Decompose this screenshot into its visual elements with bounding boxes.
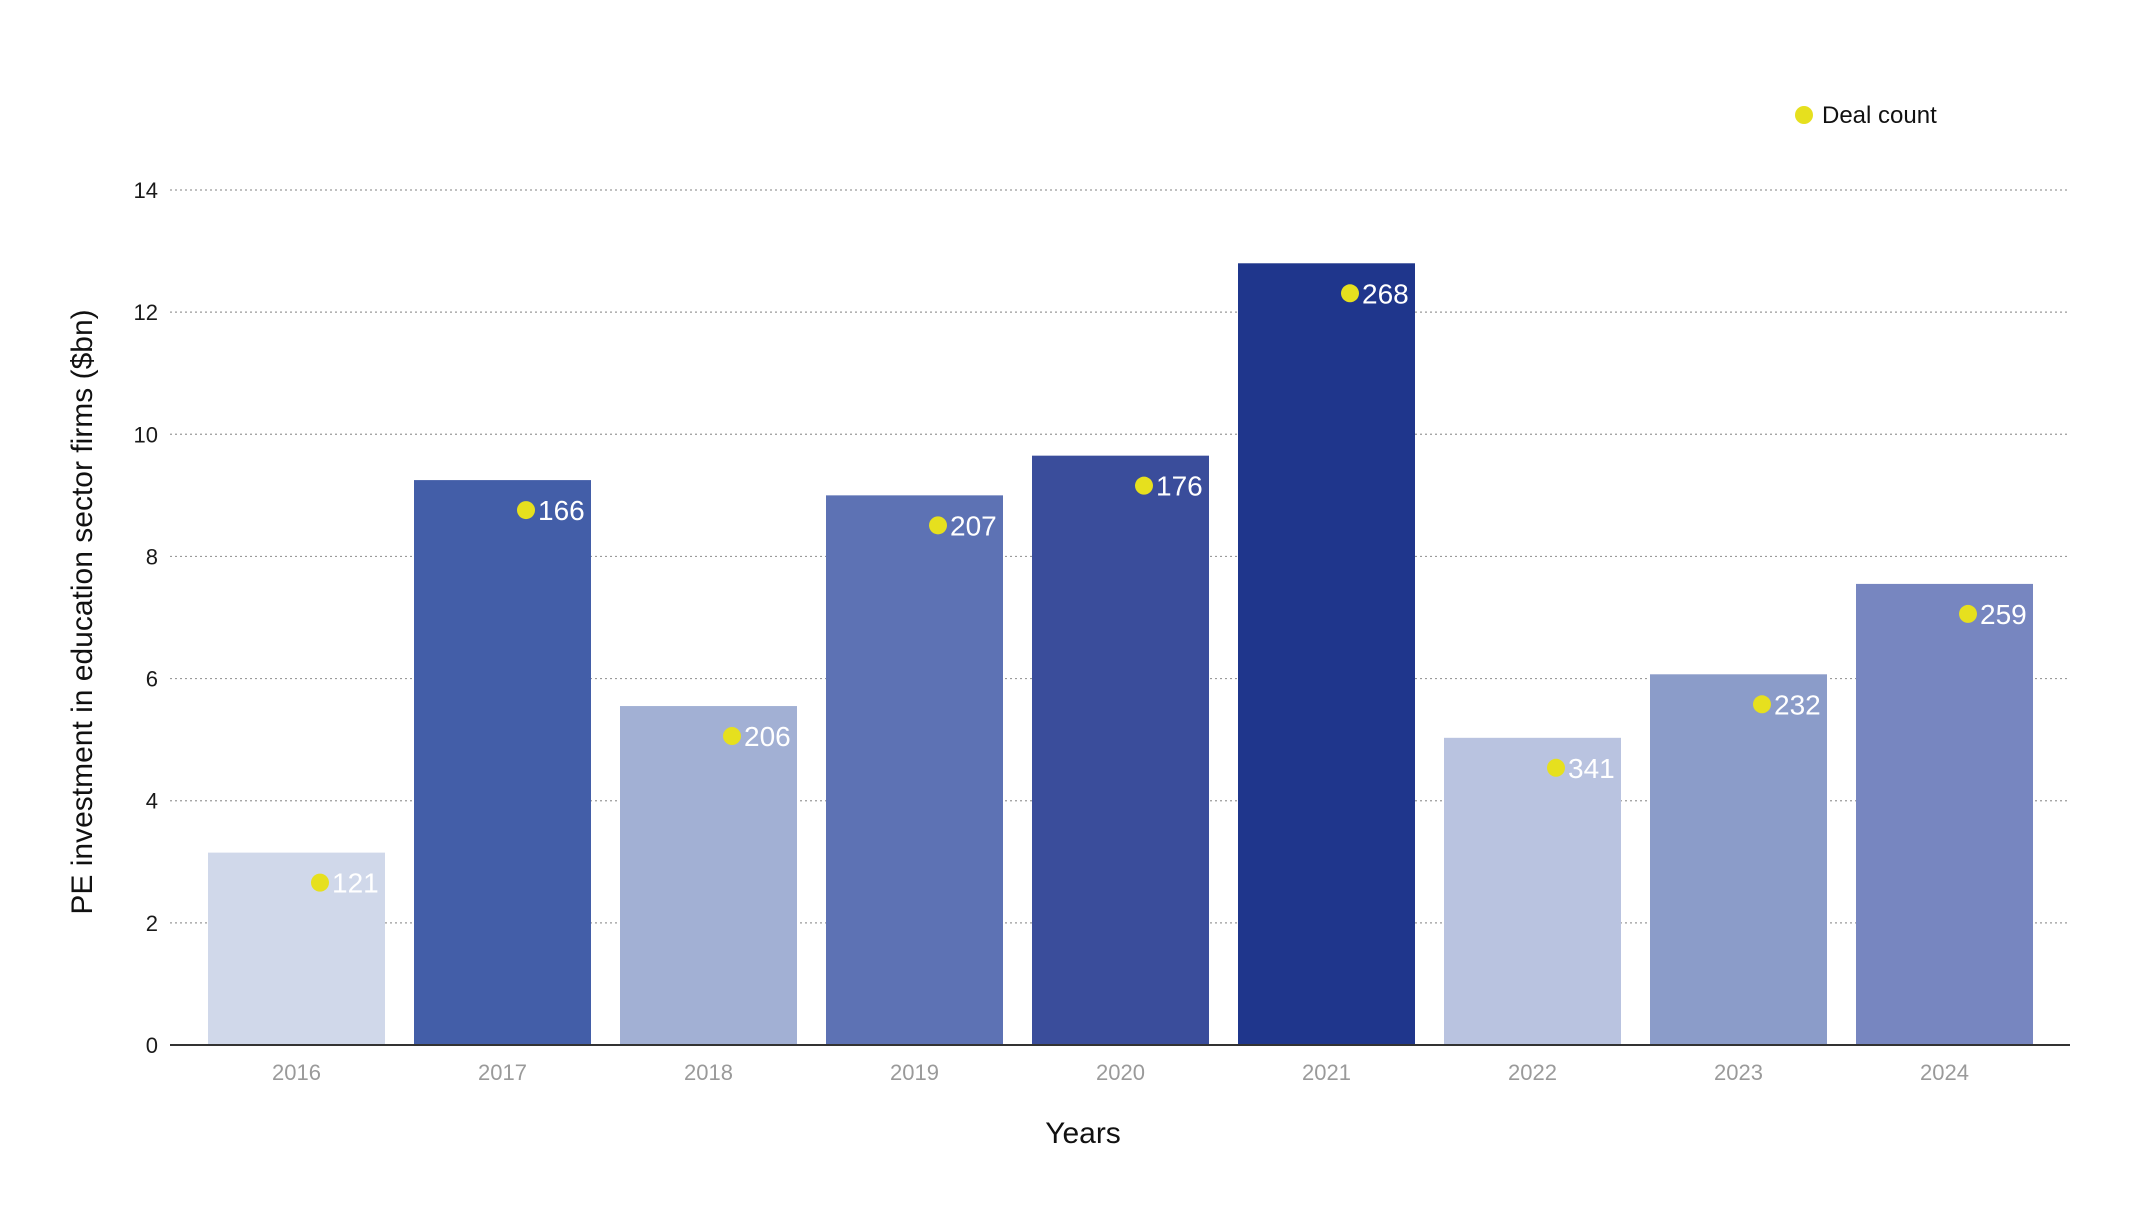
x-tick-label: 2019 <box>890 1060 939 1085</box>
deal-count-label: 166 <box>538 495 585 526</box>
bar-2019 <box>826 495 1003 1045</box>
x-tick-label: 2021 <box>1302 1060 1351 1085</box>
bar-2018 <box>620 706 797 1045</box>
x-tick-label: 2018 <box>684 1060 733 1085</box>
deal-count-marker <box>517 501 535 520</box>
deal-count-label: 341 <box>1568 753 1615 784</box>
deal-count-label: 207 <box>950 510 997 541</box>
deal-count-marker <box>1341 284 1359 303</box>
y-tick-label: 0 <box>146 1033 158 1058</box>
deal-count-marker <box>1959 604 1977 623</box>
x-tick-label: 2016 <box>272 1060 321 1085</box>
deal-count-label: 176 <box>1156 471 1203 502</box>
y-tick-labels: 0 2 4 6 8 10 12 14 <box>134 178 158 1058</box>
deal-count-label: 259 <box>1980 599 2027 630</box>
y-tick-label: 14 <box>134 178 158 203</box>
deal-count-label: 268 <box>1362 278 1409 309</box>
y-tick-label: 8 <box>146 544 158 569</box>
bar-2023 <box>1650 674 1827 1045</box>
y-tick-label: 2 <box>146 911 158 936</box>
bar-2021 <box>1238 263 1415 1045</box>
x-axis-title: Years <box>1045 1117 1121 1150</box>
bar-2022 <box>1444 737 1621 1045</box>
bar-2020 <box>1032 455 1209 1045</box>
deal-count-marker <box>723 727 741 746</box>
deal-count-label: 232 <box>1774 689 1821 720</box>
x-tick-labels: 2016 2017 2018 2019 2020 2021 2022 2023 2024 <box>272 1060 1969 1085</box>
deal-count-markers: 121 166 206 207 176 268 341 232 259 <box>311 278 2027 899</box>
deal-count-label: 121 <box>332 868 379 899</box>
bar-2016 <box>208 852 385 1045</box>
x-tick-label: 2020 <box>1096 1060 1145 1085</box>
legend-label-deal-count: Deal count <box>1822 102 1937 129</box>
deal-count-marker <box>1135 476 1153 495</box>
deal-count-label: 206 <box>744 721 791 752</box>
legend-marker-deal-count <box>1795 106 1813 124</box>
deal-count-marker <box>1753 695 1771 714</box>
y-tick-label: 12 <box>134 300 158 325</box>
x-tick-label: 2022 <box>1508 1060 1557 1085</box>
y-tick-label: 6 <box>146 667 158 692</box>
deal-count-marker <box>311 873 329 892</box>
y-tick-label: 4 <box>146 789 158 814</box>
y-axis-title: PE investment in education sector firms … <box>66 309 99 914</box>
bars <box>208 263 2033 1045</box>
x-tick-label: 2024 <box>1920 1060 1969 1085</box>
deal-count-marker <box>1547 758 1565 777</box>
bar-2024 <box>1856 583 2033 1045</box>
x-tick-label: 2023 <box>1714 1060 1763 1085</box>
deal-count-marker <box>929 516 947 535</box>
bar-2017 <box>414 480 591 1045</box>
legend: Deal count <box>1795 102 1937 129</box>
x-tick-label: 2017 <box>478 1060 527 1085</box>
y-tick-label: 10 <box>134 422 158 447</box>
